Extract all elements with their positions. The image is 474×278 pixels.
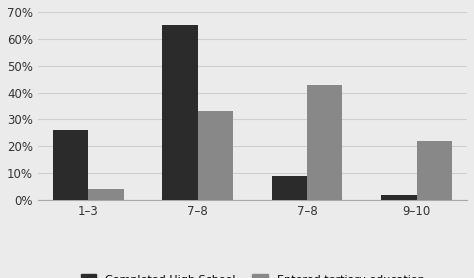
Bar	[307, 85, 343, 200]
Bar	[163, 25, 198, 200]
Bar	[53, 130, 88, 200]
Legend: Completed High School, Entered tertiary education: Completed High School, Entered tertiary …	[81, 274, 424, 278]
Bar	[88, 189, 124, 200]
Bar	[417, 141, 452, 200]
Bar	[198, 111, 233, 200]
Bar	[272, 176, 307, 200]
Bar	[381, 195, 417, 200]
